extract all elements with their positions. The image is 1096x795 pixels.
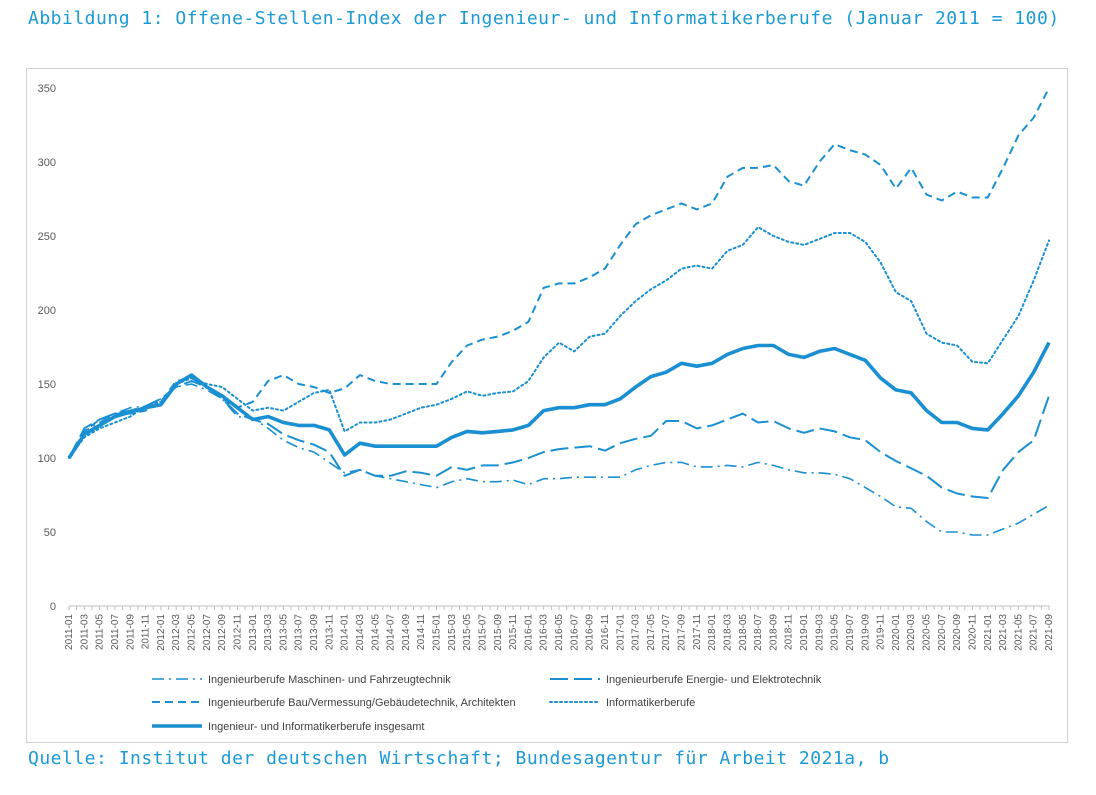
- x-tick-label: 2018-01: [707, 614, 718, 651]
- x-tick-label: 2021-05: [1013, 614, 1024, 651]
- x-tick-label: 2011-11: [141, 614, 152, 650]
- source-note: Quelle: Institut der deutschen Wirtschaf…: [28, 748, 890, 769]
- y-tick-label: 0: [50, 601, 56, 613]
- x-tick-label: 2020-11: [967, 614, 978, 650]
- y-tick-label: 200: [38, 305, 56, 317]
- legend-label-4: Informatikerberufe: [606, 697, 695, 709]
- x-tick-label: 2014-07: [386, 614, 397, 651]
- x-tick-label: 2014-09: [401, 614, 412, 651]
- x-tick-label: 2018-03: [722, 614, 733, 651]
- y-tick-label: 100: [38, 453, 56, 465]
- x-tick-label: 2012-07: [202, 614, 213, 651]
- x-tick-label: 2016-01: [523, 614, 534, 651]
- legend-label-3: Ingenieurberufe Bau/Vermessung/Gebäudete…: [208, 697, 516, 709]
- y-tick-label: 150: [38, 379, 56, 391]
- figure-title: Abbildung 1: Offene-Stellen-Index der In…: [28, 8, 1060, 29]
- x-tick-label: 2015-11: [508, 614, 519, 650]
- x-tick-label: 2021-09: [1044, 614, 1055, 651]
- x-tick-label: 2020-01: [891, 614, 902, 651]
- x-tick-label: 2015-05: [462, 614, 473, 651]
- x-tick-label: 2021-07: [1029, 614, 1040, 651]
- x-tick-label: 2015-03: [447, 614, 458, 651]
- x-tick-label: 2013-07: [294, 614, 305, 651]
- x-tick-label: 2016-07: [569, 614, 580, 651]
- x-tick-label: 2021-03: [998, 614, 1009, 651]
- y-tick-label: 300: [38, 157, 56, 169]
- x-tick-label: 2012-11: [232, 614, 243, 650]
- y-axis: 0 50 100 150 200 250 300 350: [38, 83, 56, 613]
- x-tick-label: 2011-01: [64, 614, 75, 650]
- x-tick-label: 2019-03: [814, 614, 825, 651]
- x-tick-label: 2019-01: [799, 614, 810, 651]
- x-tick-label: 2013-05: [278, 614, 289, 651]
- x-tick-label: 2019-09: [860, 614, 871, 651]
- y-tick-label: 350: [38, 83, 56, 95]
- x-tick-label: 2017-05: [646, 614, 657, 651]
- y-tick-label: 250: [38, 231, 56, 243]
- x-tick-label: 2017-09: [677, 614, 688, 651]
- x-tick-label: 2012-01: [156, 614, 167, 651]
- series-lines: [67, 87, 1051, 536]
- x-tick-label: 2012-03: [171, 614, 182, 651]
- x-tick-label: 2018-11: [784, 614, 795, 650]
- x-tick-label: 2014-03: [355, 614, 366, 651]
- x-tick-label: 2012-09: [217, 614, 228, 651]
- x-tick-label: 2019-11: [876, 614, 887, 650]
- x-tick-label: 2017-07: [661, 614, 672, 651]
- chart-frame: [26, 68, 1068, 743]
- x-tick-label: 2016-05: [554, 614, 565, 651]
- x-tick-label: 2014-11: [416, 614, 427, 650]
- x-tick-label: 2016-03: [539, 614, 550, 651]
- x-tick-label: 2015-01: [432, 614, 443, 651]
- series-line-2: [68, 380, 1050, 499]
- x-tick-label: 2021-01: [983, 614, 994, 651]
- x-tick-label: 2011-05: [95, 614, 106, 650]
- x-tick-label: 2012-05: [187, 614, 198, 651]
- legend-label-5: Ingenieur- und Informatikerberufe insges…: [208, 721, 424, 733]
- x-tick-label: 2018-07: [753, 614, 764, 651]
- x-tick-label: 2013-01: [248, 614, 259, 651]
- x-tick-label: 2013-11: [324, 614, 335, 650]
- x-tick-label: 2019-07: [845, 614, 856, 651]
- x-tick-label: 2018-05: [738, 614, 749, 651]
- legend-label-2: Ingenieurberufe Energie- und Elektrotech…: [606, 674, 822, 686]
- x-tick-label: 2019-05: [830, 614, 841, 651]
- series-line-4: [68, 226, 1050, 459]
- x-tick-label: 2017-11: [692, 614, 703, 650]
- x-tick-label: 2018-09: [768, 614, 779, 651]
- x-tick-label: 2014-01: [340, 614, 351, 651]
- x-tick-label: 2011-03: [79, 614, 90, 650]
- y-tick-label: 50: [44, 527, 56, 539]
- x-tick-label: 2017-01: [615, 614, 626, 651]
- x-axis: 2011-01 2011-03 2011-05 2011-07 2011-09 2011-…: [64, 605, 1055, 651]
- legend-label-1: Ingenieurberufe Maschinen- und Fahrzeugt…: [208, 674, 451, 686]
- x-tick-label: 2016-09: [585, 614, 596, 651]
- x-tick-label: 2020-07: [937, 614, 948, 651]
- x-tick-label: 2020-05: [922, 614, 933, 651]
- x-tick-label: 2011-07: [110, 614, 121, 650]
- x-tick-label: 2014-05: [370, 614, 381, 651]
- legend: Ingenieurberufe Maschinen- und Fahrzeugt…: [152, 674, 822, 733]
- x-tick-label: 2015-07: [477, 614, 488, 651]
- x-tick-label: 2013-03: [263, 614, 274, 651]
- x-tick-label: 2020-03: [906, 614, 917, 651]
- series-line-3: [68, 87, 1050, 459]
- x-tick-label: 2013-09: [309, 614, 320, 651]
- series-line-1: [68, 383, 1050, 536]
- x-tick-label: 2017-03: [631, 614, 642, 651]
- x-tick-label: 2016-11: [600, 614, 611, 650]
- x-tick-label: 2020-09: [952, 614, 963, 651]
- x-tick-label: 2011-09: [125, 614, 136, 650]
- x-tick-label: 2015-09: [493, 614, 504, 651]
- series-line-5: [67, 341, 1051, 459]
